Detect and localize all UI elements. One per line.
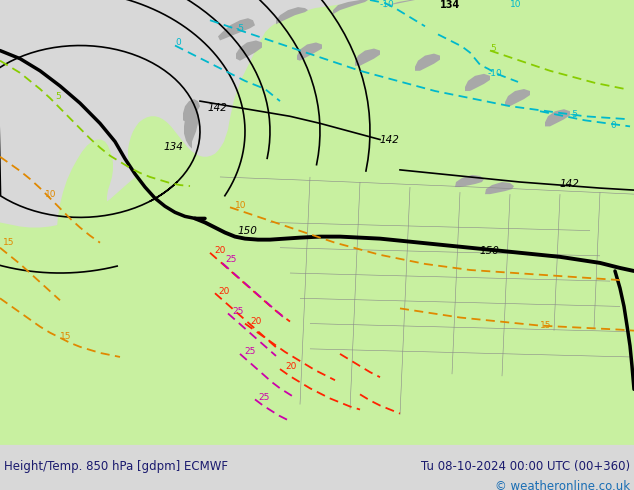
Text: 10: 10: [510, 0, 522, 9]
Text: 20: 20: [214, 246, 225, 255]
Text: 5: 5: [55, 92, 61, 100]
Polygon shape: [297, 43, 322, 61]
Text: 142: 142: [208, 103, 228, 113]
Text: 15: 15: [60, 332, 72, 341]
Text: 10: 10: [235, 201, 247, 210]
Text: 150: 150: [480, 246, 500, 256]
Text: -5: -5: [570, 110, 579, 119]
Polygon shape: [276, 7, 308, 24]
Text: 25: 25: [225, 255, 236, 265]
Polygon shape: [384, 0, 415, 8]
Text: 5: 5: [490, 44, 496, 53]
Polygon shape: [415, 53, 440, 71]
Text: 20: 20: [285, 362, 296, 370]
Polygon shape: [183, 99, 200, 122]
Polygon shape: [0, 165, 634, 445]
Text: -5: -5: [236, 24, 245, 33]
Text: Height/Temp. 850 hPa [gdpm] ECMWF: Height/Temp. 850 hPa [gdpm] ECMWF: [4, 460, 228, 473]
Text: 134: 134: [440, 0, 460, 10]
Polygon shape: [465, 74, 490, 91]
Polygon shape: [236, 41, 262, 61]
Text: 25: 25: [244, 347, 256, 356]
Text: -10: -10: [488, 69, 503, 78]
Polygon shape: [218, 18, 255, 41]
Text: 0: 0: [610, 121, 616, 130]
Text: 142: 142: [560, 179, 580, 189]
Polygon shape: [455, 175, 484, 187]
Polygon shape: [355, 49, 380, 66]
Polygon shape: [545, 109, 570, 126]
Text: Tu 08-10-2024 00:00 UTC (00+360): Tu 08-10-2024 00:00 UTC (00+360): [421, 460, 630, 473]
Text: 0: 0: [175, 38, 181, 47]
Text: 15: 15: [3, 238, 15, 247]
Text: 20: 20: [218, 287, 230, 296]
Text: 134: 134: [163, 142, 183, 151]
Text: 10: 10: [45, 190, 56, 198]
Polygon shape: [505, 89, 530, 106]
Text: -10: -10: [380, 0, 395, 9]
Polygon shape: [57, 0, 634, 374]
Text: © weatheronline.co.uk: © weatheronline.co.uk: [495, 480, 630, 490]
Text: 150: 150: [238, 225, 258, 236]
Text: 25: 25: [232, 307, 243, 316]
Polygon shape: [485, 182, 514, 194]
Polygon shape: [333, 0, 368, 14]
Polygon shape: [184, 107, 199, 148]
Text: 25: 25: [258, 393, 269, 402]
Text: 142: 142: [380, 135, 400, 145]
Text: 15: 15: [540, 321, 552, 330]
Text: 20: 20: [250, 317, 261, 326]
